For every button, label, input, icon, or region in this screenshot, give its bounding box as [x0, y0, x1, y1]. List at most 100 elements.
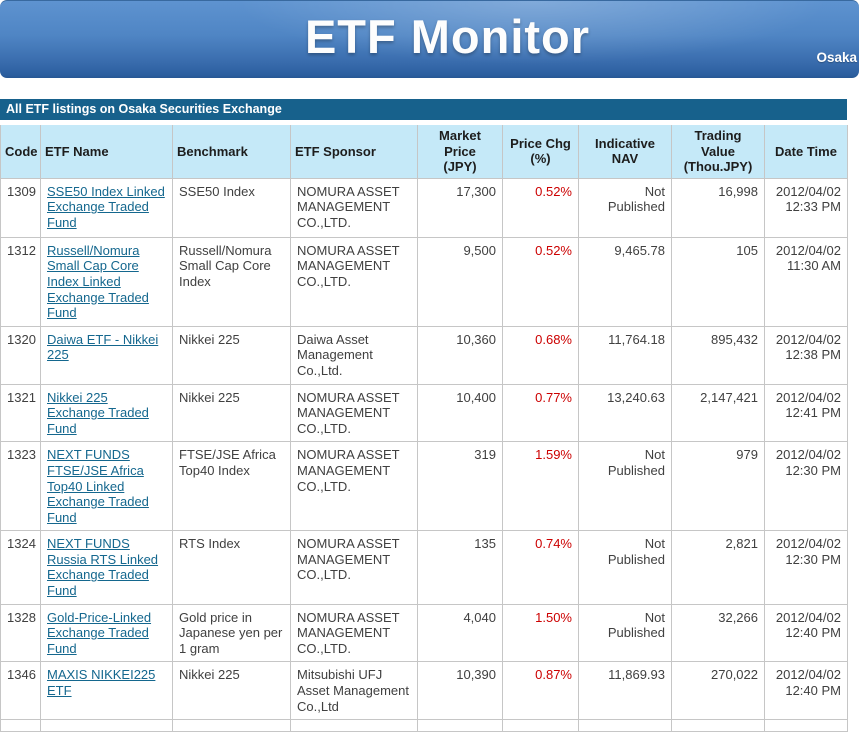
- date-time-cell: 2012/04/02 12:33 PM: [764, 177, 848, 238]
- trading-value-cell: 270,022: [671, 661, 765, 721]
- sponsor-cell: NOMURA ASSET MANAGEMENT CO.,LTD.: [290, 383, 418, 443]
- col-header-etf-name: ETF Name: [40, 125, 173, 179]
- indicative-nav-cell: 11,869.93: [578, 661, 672, 721]
- table-row-partial: [0, 719, 848, 732]
- etf-name-link[interactable]: MAXIS NIKKEI225 ETF: [47, 667, 156, 699]
- table-row: 1346 MAXIS NIKKEI225 ETF Nikkei 225 Mits…: [0, 661, 848, 721]
- trading-value-cell: 16,998: [671, 177, 765, 238]
- trading-value-cell: 895,432: [671, 325, 765, 385]
- benchmark-cell: Russell/Nomura Small Cap Core Index: [172, 236, 291, 327]
- trading-value-cell: 2,821: [671, 530, 765, 605]
- col-header-price-chg: Price Chg (%): [502, 125, 579, 179]
- col-header-date-time: Date Time: [764, 125, 848, 179]
- etf-name-cell: Nikkei 225 Exchange Traded Fund: [40, 383, 173, 443]
- trading-value-cell: 105: [671, 236, 765, 327]
- benchmark-cell: Nikkei 225: [172, 661, 291, 721]
- benchmark-cell: FTSE/JSE Africa Top40 Index: [172, 441, 291, 532]
- app-header-banner: ETF Monitor Osaka: [0, 0, 859, 78]
- etf-table: Code ETF Name Benchmark ETF Sponsor Mark…: [0, 125, 848, 732]
- etf-name-cell: NEXT FUNDS FTSE/JSE Africa Top40 Linked …: [40, 441, 173, 532]
- etf-name-cell: Gold-Price-Linked Exchange Traded Fund: [40, 603, 173, 663]
- benchmark-cell: Nikkei 225: [172, 383, 291, 443]
- etf-code: 1324: [0, 530, 41, 605]
- trading-value-cell: 2,147,421: [671, 383, 765, 443]
- price-chg-cell: 0.52%: [502, 236, 579, 327]
- indicative-nav-cell: Not Published: [578, 530, 672, 605]
- col-header-code: Code: [0, 125, 41, 179]
- app-title: ETF Monitor: [304, 10, 591, 63]
- col-header-market-price: Market Price (JPY): [417, 125, 503, 179]
- trading-value-cell: 979: [671, 441, 765, 532]
- table-row: 1324 NEXT FUNDS Russia RTS Linked Exchan…: [0, 530, 848, 605]
- etf-name-link[interactable]: SSE50 Index Linked Exchange Traded Fund: [47, 183, 165, 230]
- indicative-nav-cell: Not Published: [578, 603, 672, 663]
- date-time-cell: 2012/04/02 11:30 AM: [764, 236, 848, 327]
- etf-name-link[interactable]: Russell/Nomura Small Cap Core Index Link…: [47, 242, 149, 321]
- market-price-cell: 17,300: [417, 177, 503, 238]
- sponsor-cell: NOMURA ASSET MANAGEMENT CO.,LTD.: [290, 530, 418, 605]
- indicative-nav-cell: Not Published: [578, 177, 672, 238]
- indicative-nav-cell: 9,465.78: [578, 236, 672, 327]
- price-chg-cell: 0.68%: [502, 325, 579, 385]
- etf-name-link[interactable]: Nikkei 225 Exchange Traded Fund: [47, 389, 149, 436]
- table-row: 1312 Russell/Nomura Small Cap Core Index…: [0, 236, 848, 327]
- date-time-cell: 2012/04/02 12:30 PM: [764, 530, 848, 605]
- etf-code: 1346: [0, 661, 41, 721]
- indicative-nav-cell: 13,240.63: [578, 383, 672, 443]
- etf-listing-section: All ETF listings on Osaka Securities Exc…: [0, 99, 848, 732]
- table-row: 1320 Daiwa ETF - Nikkei 225 Nikkei 225 D…: [0, 325, 848, 385]
- price-chg-cell: 0.52%: [502, 177, 579, 238]
- price-chg-cell: 0.87%: [502, 661, 579, 721]
- market-price-cell: 10,390: [417, 661, 503, 721]
- etf-code: 1312: [0, 236, 41, 327]
- table-row: 1321 Nikkei 225 Exchange Traded Fund Nik…: [0, 383, 848, 443]
- etf-name-cell: NEXT FUNDS Russia RTS Linked Exchange Tr…: [40, 530, 173, 605]
- date-time-cell: 2012/04/02 12:30 PM: [764, 441, 848, 532]
- col-header-indicative-nav: Indicative NAV: [578, 125, 672, 179]
- etf-code: 1328: [0, 603, 41, 663]
- etf-code: 1320: [0, 325, 41, 385]
- indicative-nav-cell: Not Published: [578, 441, 672, 532]
- table-caption: All ETF listings on Osaka Securities Exc…: [0, 99, 847, 120]
- date-time-cell: 2012/04/02 12:40 PM: [764, 603, 848, 663]
- sponsor-cell: NOMURA ASSET MANAGEMENT CO.,LTD.: [290, 603, 418, 663]
- etf-name-cell: SSE50 Index Linked Exchange Traded Fund: [40, 177, 173, 238]
- date-time-cell: 2012/04/02 12:40 PM: [764, 661, 848, 721]
- price-chg-cell: 1.50%: [502, 603, 579, 663]
- date-time-cell: 2012/04/02 12:41 PM: [764, 383, 848, 443]
- etf-name-link[interactable]: Daiwa ETF - Nikkei 225: [47, 331, 159, 363]
- etf-name-cell: MAXIS NIKKEI225 ETF: [40, 661, 173, 721]
- etf-name-cell: Russell/Nomura Small Cap Core Index Link…: [40, 236, 173, 327]
- price-chg-cell: 0.74%: [502, 530, 579, 605]
- etf-name-link[interactable]: NEXT FUNDS Russia RTS Linked Exchange Tr…: [47, 536, 159, 599]
- benchmark-cell: SSE50 Index: [172, 177, 291, 238]
- date-time-cell: 2012/04/02 12:38 PM: [764, 325, 848, 385]
- market-price-cell: 4,040: [417, 603, 503, 663]
- benchmark-cell: Gold price in Japanese yen per 1 gram: [172, 603, 291, 663]
- market-price-cell: 10,400: [417, 383, 503, 443]
- price-chg-cell: 1.59%: [502, 441, 579, 532]
- col-header-trading-value: Trading Value (Thou.JPY): [671, 125, 765, 179]
- market-price-cell: 9,500: [417, 236, 503, 327]
- table-row: 1328 Gold-Price-Linked Exchange Traded F…: [0, 603, 848, 663]
- sponsor-cell: Daiwa Asset Management Co.,Ltd.: [290, 325, 418, 385]
- exchange-label: Osaka: [816, 50, 857, 65]
- col-header-etf-sponsor: ETF Sponsor: [290, 125, 418, 179]
- table-row: 1323 NEXT FUNDS FTSE/JSE Africa Top40 Li…: [0, 441, 848, 532]
- benchmark-cell: Nikkei 225: [172, 325, 291, 385]
- sponsor-cell: NOMURA ASSET MANAGEMENT CO.,LTD.: [290, 441, 418, 532]
- sponsor-cell: Mitsubishi UFJ Asset Management Co.,Ltd: [290, 661, 418, 721]
- table-row: 1309 SSE50 Index Linked Exchange Traded …: [0, 177, 848, 238]
- sponsor-cell: NOMURA ASSET MANAGEMENT CO.,LTD.: [290, 177, 418, 238]
- etf-name-link[interactable]: Gold-Price-Linked Exchange Traded Fund: [47, 609, 152, 656]
- etf-code: 1309: [0, 177, 41, 238]
- sponsor-cell: NOMURA ASSET MANAGEMENT CO.,LTD.: [290, 236, 418, 327]
- market-price-cell: 10,360: [417, 325, 503, 385]
- etf-code: 1323: [0, 441, 41, 532]
- etf-name-link[interactable]: NEXT FUNDS FTSE/JSE Africa Top40 Linked …: [47, 447, 149, 525]
- col-header-benchmark: Benchmark: [172, 125, 291, 179]
- trading-value-cell: 32,266: [671, 603, 765, 663]
- market-price-cell: 319: [417, 441, 503, 532]
- etf-name-cell: Daiwa ETF - Nikkei 225: [40, 325, 173, 385]
- indicative-nav-cell: 11,764.18: [578, 325, 672, 385]
